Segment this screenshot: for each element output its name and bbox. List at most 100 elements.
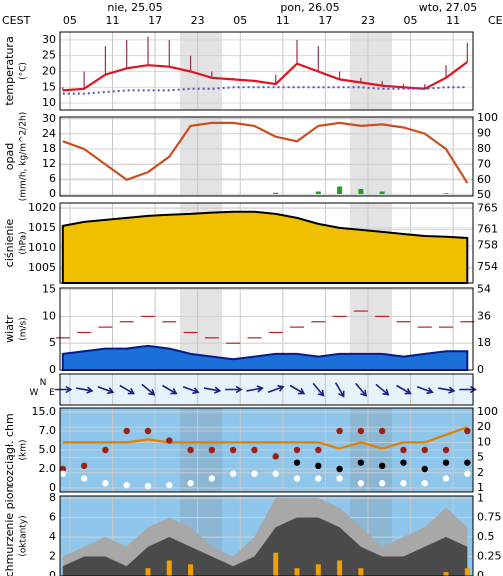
wind-arrow [203, 386, 222, 394]
wind-arrow [119, 384, 135, 395]
wind-arrow [141, 383, 156, 396]
data-dot [102, 480, 109, 487]
y2-tick-label: 90 [477, 127, 491, 140]
compass-letter: E [49, 388, 55, 398]
y-tick-label: 0 [49, 481, 56, 494]
date-label: nie, 25.05 [107, 1, 162, 14]
y-tick-label: 5 [49, 336, 56, 349]
y-axis-label: (mm/h, kg/m^2/2h) [19, 112, 29, 201]
data-dot [400, 459, 407, 466]
y2-tick-label: 2 [477, 466, 484, 479]
y2-tick-label: 10 [477, 435, 491, 448]
wind-arrow [375, 383, 390, 396]
x-tick-label: 11 [106, 14, 120, 27]
y-axis-label: (oktanty) [19, 515, 29, 556]
y-tick-label: 4 [49, 530, 56, 543]
y2-tick-label: 100 [477, 405, 498, 418]
y-tick-label: 0 [49, 187, 56, 200]
data-dot [166, 437, 173, 444]
data-bar [294, 568, 300, 576]
x-tick-label: 05 [63, 14, 77, 27]
data-dot [315, 475, 322, 482]
wind-arrow [396, 384, 412, 395]
x-tick-label: 17 [148, 14, 162, 27]
data-dot [208, 475, 216, 482]
data-dot [144, 482, 152, 490]
y-tick-label: 5.0 [39, 443, 57, 456]
y-tick-label: 6 [49, 172, 56, 185]
y-axis-label: rozciągł. chm [3, 413, 16, 486]
y-tick-label: 15.0 [32, 405, 57, 418]
data-dot [442, 475, 450, 482]
y2-tick-label: 36 [477, 309, 491, 322]
data-dot [442, 446, 450, 454]
x-tick-label: 11 [446, 14, 460, 27]
y-tick-label: 15 [42, 80, 56, 93]
panel-frame [59, 495, 474, 576]
data-area [62, 517, 468, 576]
data-dot [421, 465, 428, 473]
y-axis-label: temperatura [3, 36, 16, 105]
data-bar [315, 564, 321, 576]
data-bar [315, 191, 321, 194]
y-tick-label: 25 [42, 49, 56, 62]
y2-tick-label: 5 [477, 451, 484, 464]
y-axis-label: (m/s) [19, 317, 29, 341]
data-line [62, 426, 468, 450]
data-dot [357, 480, 365, 487]
data-bar [443, 193, 449, 194]
panel-frame [59, 407, 474, 493]
y-tick-label: 0 [49, 363, 56, 376]
data-dot [187, 446, 194, 454]
y-tick-label: 7.0 [39, 424, 57, 437]
data-dot [251, 470, 258, 477]
y2-tick-label: 0.5 [477, 530, 495, 543]
data-area [61, 210, 469, 284]
y-tick-label: 24 [42, 127, 56, 140]
y2-tick-label: 0 [477, 363, 484, 376]
data-dot [464, 470, 471, 477]
data-dot [208, 446, 216, 454]
y-tick-label: 10 [42, 309, 56, 322]
wind-arrow [76, 386, 94, 394]
x-tick-label: 23 [361, 14, 375, 27]
data-dot [421, 446, 428, 454]
data-dot [251, 446, 258, 454]
data-dot [378, 427, 386, 435]
data-bar [379, 191, 385, 194]
y2-tick-label: 0 [477, 569, 484, 576]
data-dot [378, 462, 386, 470]
data-dot [80, 475, 88, 482]
night-band [350, 117, 392, 196]
y-axis-label: (hPa) [19, 231, 29, 254]
data-bar [358, 568, 364, 576]
y-tick-label: 1010 [28, 241, 56, 254]
wind-arrow [97, 386, 115, 395]
y2-tick-label: 18 [477, 336, 491, 349]
wind-arrow [334, 382, 345, 398]
y2-tick-label: 758 [477, 239, 498, 252]
timezone: CEST [2, 14, 31, 27]
data-dot [187, 480, 194, 487]
data-dot [229, 470, 237, 477]
data-line [62, 61, 468, 92]
data-dot [80, 462, 88, 470]
wind-arrow [246, 385, 264, 393]
y2-tick-label: 50 [477, 188, 491, 201]
y-axis-label: wiatr [3, 315, 16, 343]
data-dot [315, 462, 322, 470]
y2-tick-label: 54 [477, 283, 491, 296]
data-dot [357, 427, 365, 435]
panel-frame [59, 31, 474, 111]
data-dot [293, 475, 301, 482]
y2-tick-label: 70 [477, 157, 491, 170]
date-label: wto, 27.05 [419, 1, 478, 14]
data-dot [272, 470, 279, 477]
compass-letter: N [40, 378, 47, 388]
wind-arrow [289, 384, 306, 395]
y-tick-label: 6 [49, 510, 56, 523]
wind-arrow [438, 386, 456, 394]
data-line [62, 121, 469, 184]
